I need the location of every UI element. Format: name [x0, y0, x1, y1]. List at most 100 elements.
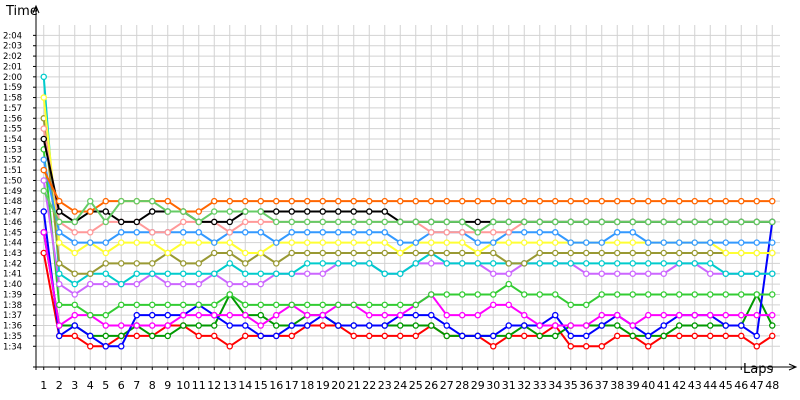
y-tick-label: 1:40	[3, 280, 22, 290]
data-point	[443, 218, 450, 226]
data-point	[87, 239, 94, 246]
x-tick-label: 29	[471, 379, 485, 392]
data-point	[412, 332, 419, 340]
series-4	[40, 229, 776, 329]
data-point	[738, 311, 745, 319]
data-point	[319, 249, 326, 257]
y-tick-label: 1:58	[3, 94, 22, 104]
data-point	[133, 218, 140, 226]
data-point	[303, 239, 311, 246]
data-point	[567, 332, 575, 340]
data-point	[489, 332, 497, 340]
data-point	[691, 249, 699, 257]
data-point	[536, 218, 544, 226]
data-point	[567, 301, 575, 309]
data-point	[738, 239, 745, 246]
data-point	[722, 197, 730, 205]
data-point	[303, 208, 311, 215]
x-tick-label: 47	[750, 379, 764, 392]
data-point	[148, 332, 156, 340]
data-point	[753, 249, 761, 257]
data-point	[288, 332, 295, 340]
y-ticks: 1:341:351:361:371:381:391:401:411:421:43…	[3, 31, 36, 352]
data-point	[71, 301, 79, 309]
y-tick-label: 1:57	[3, 104, 22, 114]
data-point	[505, 301, 512, 309]
data-point	[474, 311, 481, 319]
data-point	[722, 270, 730, 277]
x-tick-label: 36	[579, 379, 593, 392]
data-point	[71, 239, 79, 246]
data-point	[707, 239, 714, 246]
data-point	[521, 229, 528, 236]
data-point	[40, 187, 48, 195]
data-point	[303, 301, 311, 309]
data-point	[164, 270, 171, 277]
data-point	[536, 197, 544, 205]
data-point	[567, 249, 575, 257]
data-point	[691, 291, 699, 298]
data-point	[381, 229, 388, 236]
data-point	[319, 301, 326, 309]
data-point	[226, 249, 233, 257]
data-point	[257, 332, 264, 340]
data-point	[71, 270, 79, 277]
data-point	[210, 332, 218, 340]
data-point	[87, 343, 94, 350]
data-point	[676, 332, 683, 340]
y-tick-label: 1:51	[3, 166, 22, 176]
data-point	[56, 197, 63, 205]
data-point	[102, 332, 110, 340]
data-point	[148, 229, 156, 236]
data-point	[102, 197, 110, 205]
data-point	[87, 311, 94, 319]
data-point	[614, 218, 621, 226]
series-line	[42, 180, 773, 296]
data-point	[118, 229, 125, 236]
data-point	[427, 260, 435, 267]
data-point	[102, 311, 110, 319]
data-point	[56, 260, 63, 267]
x-tick-label: 34	[548, 379, 562, 392]
data-point	[489, 343, 497, 350]
data-point	[179, 218, 187, 226]
data-point	[226, 291, 233, 298]
data-point	[629, 270, 637, 277]
data-point	[56, 218, 63, 226]
data-point	[753, 239, 761, 246]
data-point	[381, 208, 388, 215]
data-point	[334, 249, 342, 257]
y-tick-label: 1:42	[3, 259, 22, 269]
data-point	[583, 218, 590, 226]
y-tick-label: 2:02	[3, 52, 22, 62]
data-point	[489, 260, 497, 267]
data-point	[350, 301, 357, 309]
data-point	[489, 239, 497, 246]
data-point	[769, 218, 776, 226]
data-point	[40, 177, 48, 184]
data-point	[350, 332, 357, 340]
data-point	[241, 197, 249, 205]
data-point	[210, 249, 218, 257]
data-point	[660, 311, 668, 319]
data-point	[148, 208, 156, 215]
data-point	[567, 239, 575, 246]
data-point	[71, 291, 79, 298]
data-point	[381, 322, 388, 329]
data-point	[87, 332, 94, 340]
data-point	[56, 208, 63, 215]
data-point	[210, 208, 218, 215]
data-point	[396, 270, 404, 277]
x-tick-label: 42	[672, 379, 686, 392]
data-point	[552, 218, 559, 226]
data-point	[567, 260, 575, 267]
data-point	[753, 311, 761, 319]
x-tick-label: 13	[223, 379, 237, 392]
data-point	[676, 249, 683, 257]
data-point	[738, 249, 745, 257]
data-point	[319, 270, 326, 277]
y-tick-label: 1:46	[3, 218, 22, 228]
data-point	[272, 239, 280, 246]
data-point	[583, 260, 590, 267]
data-point	[226, 239, 233, 246]
